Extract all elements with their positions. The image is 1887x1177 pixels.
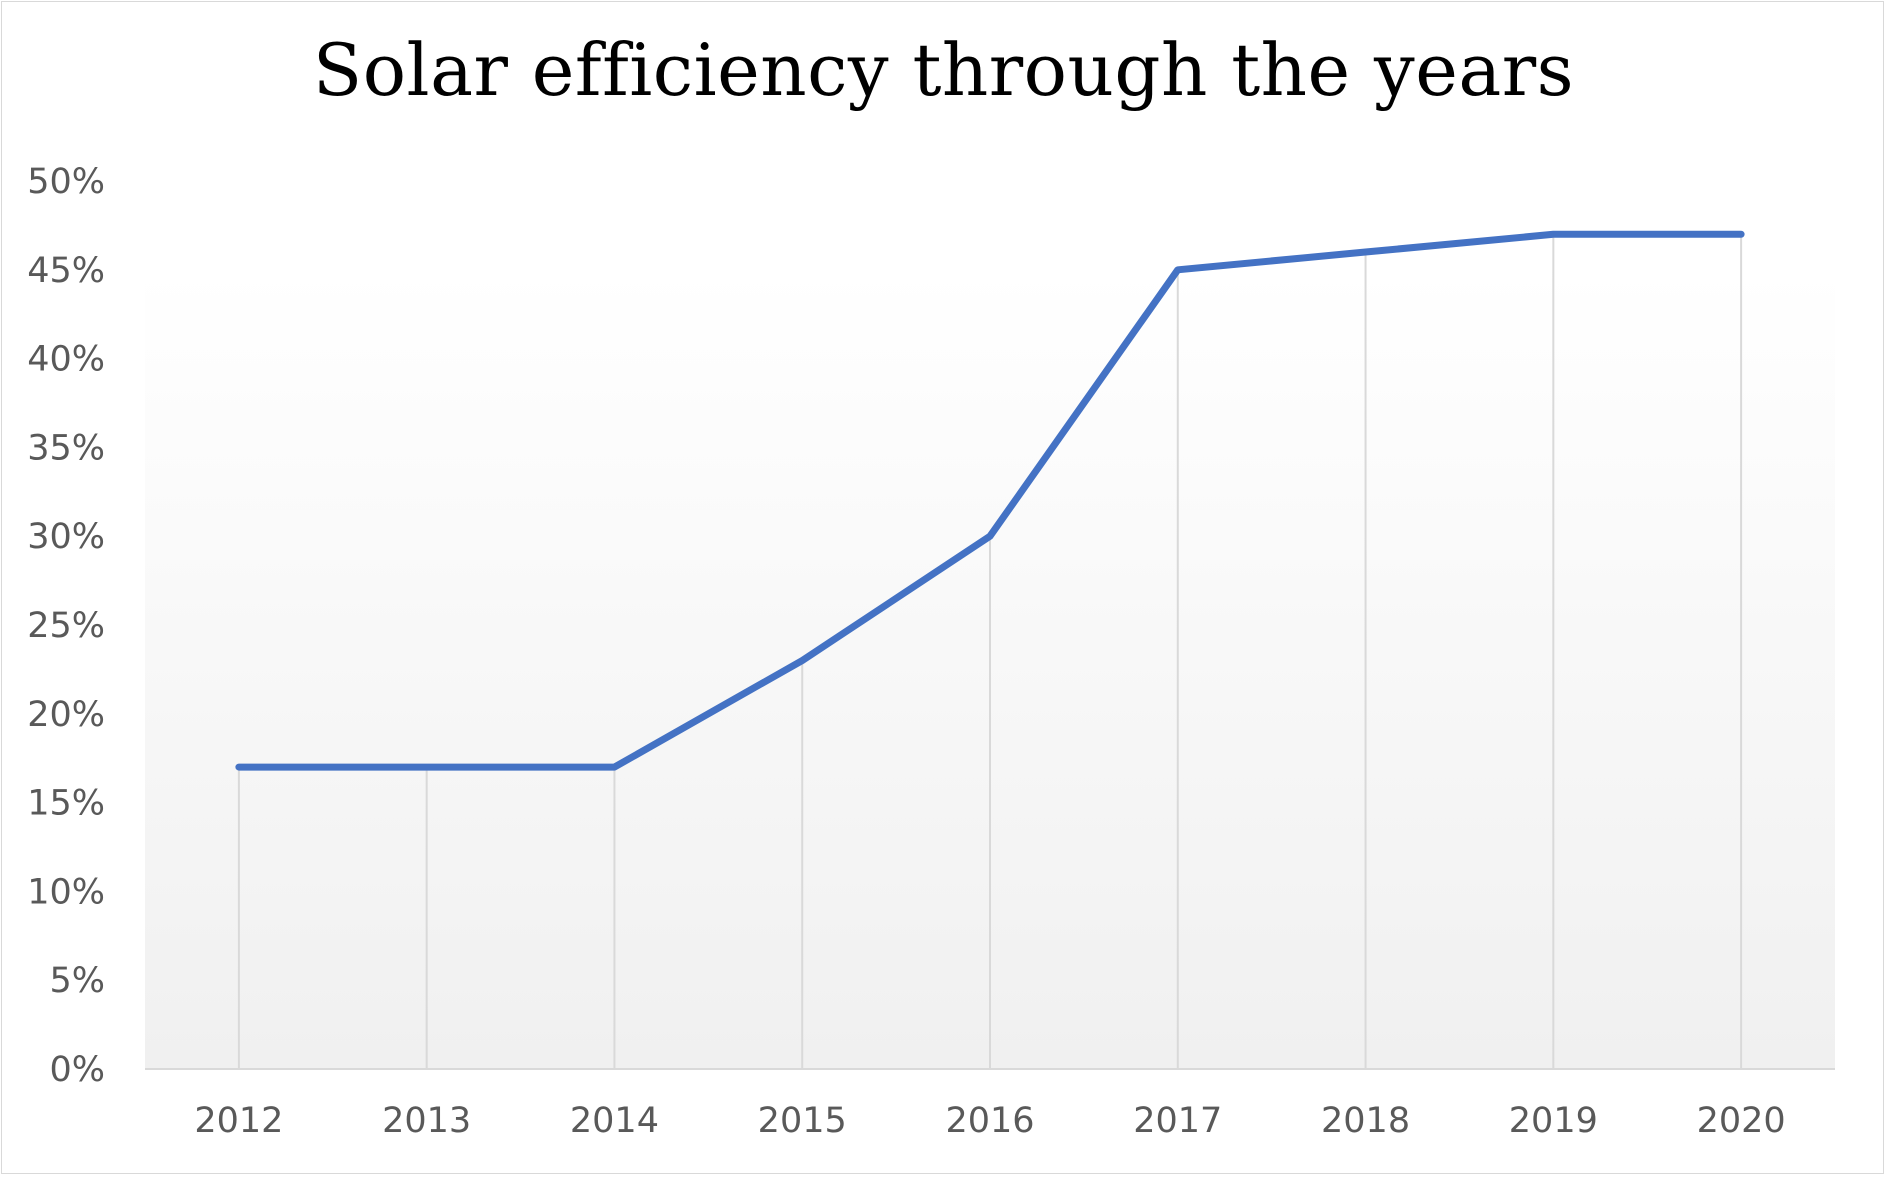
y-tick-label: 20% <box>27 695 105 735</box>
y-tick-label: 0% <box>49 1050 105 1090</box>
series-line-0 <box>235 230 1745 771</box>
x-tick-label: 2020 <box>1697 1101 1786 1141</box>
y-tick-label: 10% <box>27 872 105 912</box>
y-tick-label: 35% <box>27 428 105 468</box>
y-tick-label: 45% <box>27 251 105 291</box>
x-tick-label: 2016 <box>945 1101 1034 1141</box>
y-tick-label: 30% <box>27 517 105 557</box>
y-axis-tick-labels: 0% 5% 10% 15% 20% 25% 30% 35% 40% 45% 50% <box>27 162 105 1090</box>
drop-lines <box>237 234 1743 1069</box>
y-tick-label: 5% <box>49 961 105 1001</box>
x-tick-label: 2019 <box>1509 1101 1598 1141</box>
x-tick-label: 2017 <box>1133 1101 1222 1141</box>
x-axis-tick-labels: 2012 2013 2014 2015 2016 2017 2018 2019 2020 <box>194 1101 1785 1141</box>
series-lines <box>235 230 1745 771</box>
y-tick-label: 25% <box>27 606 105 646</box>
x-tick-label: 2014 <box>570 1101 659 1141</box>
y-tick-label: 15% <box>27 784 105 824</box>
x-tick-label: 2013 <box>382 1101 471 1141</box>
x-tick-label: 2012 <box>194 1101 283 1141</box>
y-tick-label: 50% <box>27 162 105 202</box>
chart-title: Solar efficiency through the years <box>312 28 1575 112</box>
y-tick-label: 40% <box>27 340 105 380</box>
x-tick-label: 2018 <box>1321 1101 1410 1141</box>
x-tick-label: 2015 <box>758 1101 847 1141</box>
